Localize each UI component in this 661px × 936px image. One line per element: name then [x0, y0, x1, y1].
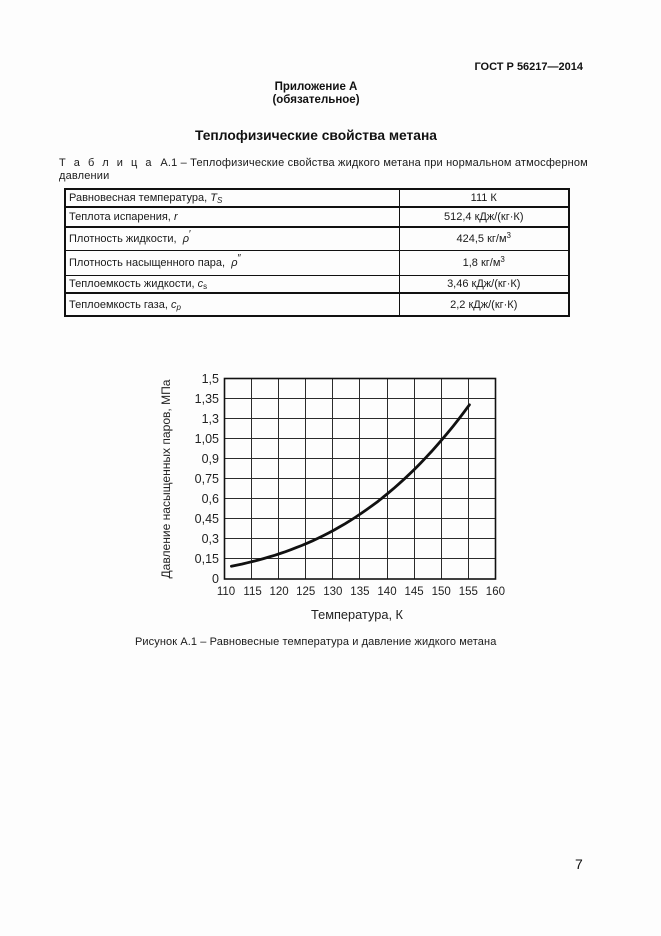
- svg-text:125: 125: [296, 586, 315, 598]
- svg-text:120: 120: [270, 586, 289, 598]
- svg-text:Температура, К: Температура, К: [311, 608, 404, 622]
- svg-text:135: 135: [350, 586, 369, 598]
- svg-text:155: 155: [459, 586, 478, 598]
- svg-text:0,6: 0,6: [202, 492, 219, 506]
- svg-text:1,5: 1,5: [202, 372, 219, 386]
- svg-text:1,3: 1,3: [202, 412, 219, 426]
- svg-text:0,15: 0,15: [195, 552, 219, 566]
- svg-text:140: 140: [377, 586, 396, 598]
- svg-text:145: 145: [405, 586, 424, 598]
- svg-text:Давление насыщенных паров, МПа: Давление насыщенных паров, МПа: [159, 379, 173, 578]
- svg-text:1,05: 1,05: [195, 432, 219, 446]
- svg-text:0,45: 0,45: [195, 512, 219, 526]
- svg-text:0,75: 0,75: [195, 472, 219, 486]
- svg-text:115: 115: [243, 586, 261, 598]
- svg-text:160: 160: [486, 586, 505, 598]
- svg-text:130: 130: [323, 586, 342, 598]
- svg-text:1,35: 1,35: [195, 392, 219, 406]
- svg-text:110: 110: [217, 586, 235, 598]
- svg-text:0,9: 0,9: [202, 452, 219, 466]
- svg-text:0: 0: [212, 572, 219, 586]
- svg-text:150: 150: [432, 586, 451, 598]
- svg-text:0,3: 0,3: [202, 532, 219, 546]
